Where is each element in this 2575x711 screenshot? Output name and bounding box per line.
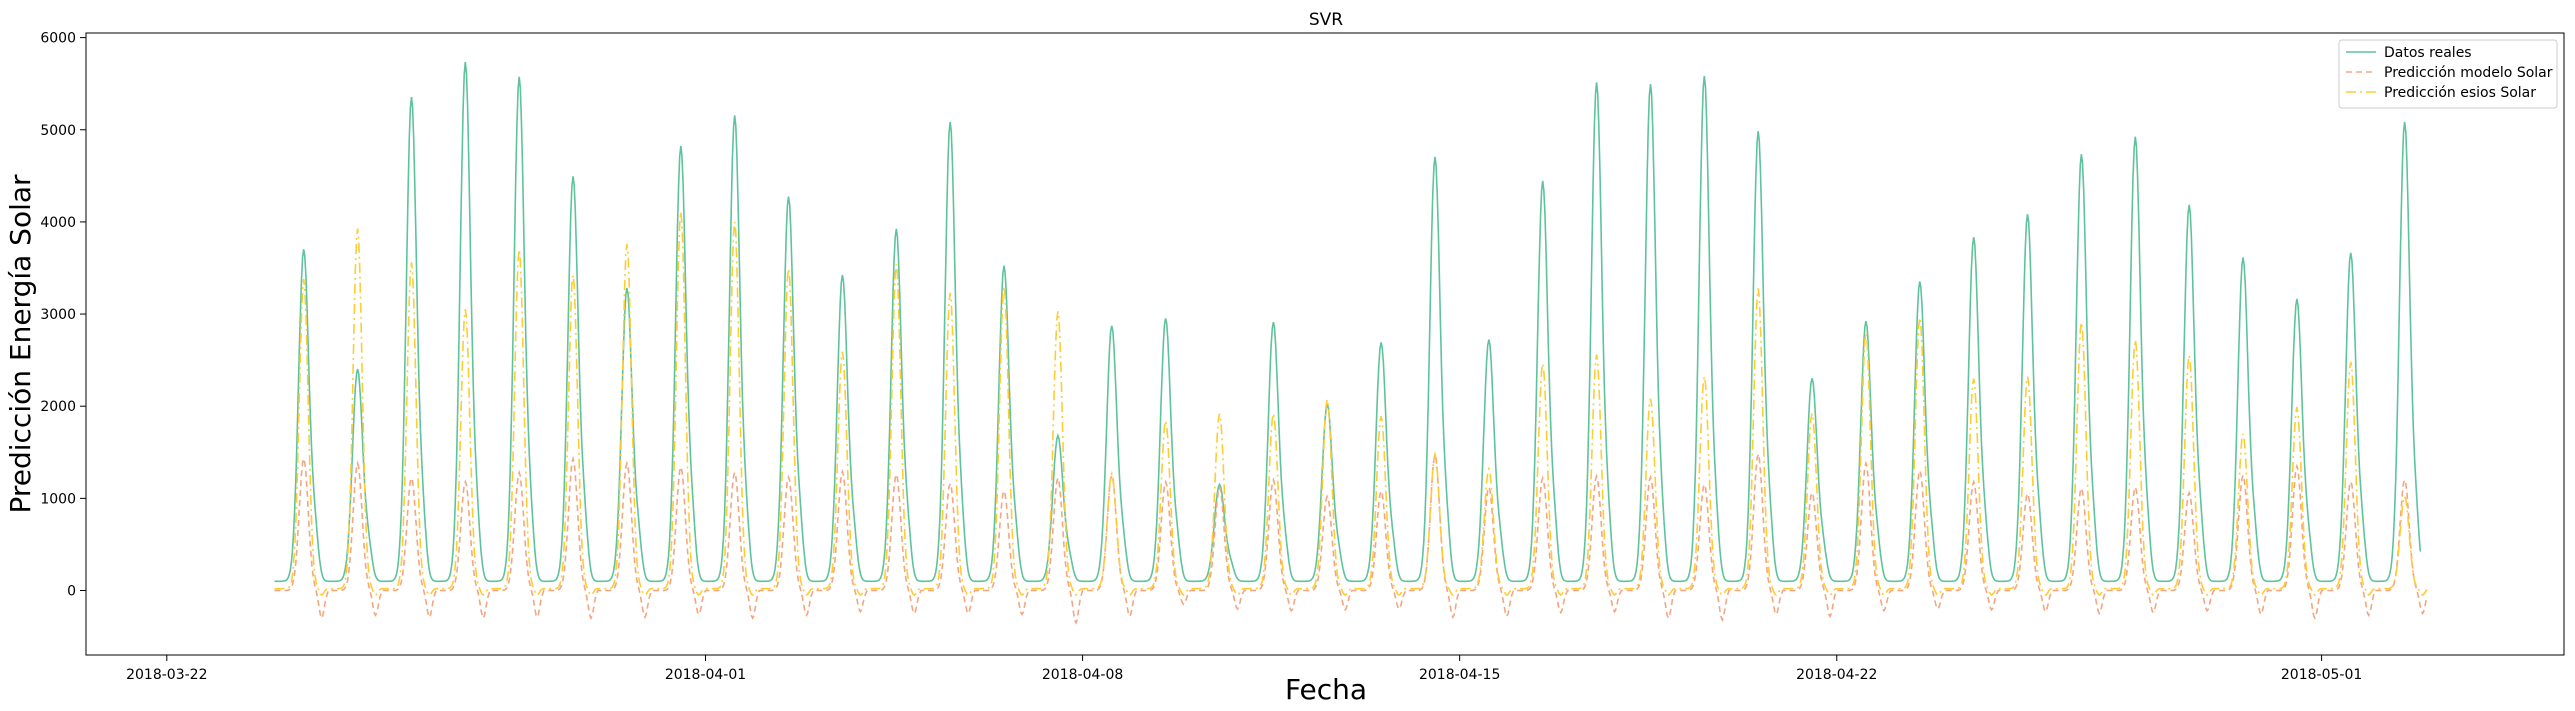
y-tick-label: 5000	[40, 123, 76, 139]
legend-label-2: Predicción modelo Solar	[2384, 65, 2553, 81]
series-line-3	[274, 211, 2428, 597]
legend: Datos reales Predicción modelo Solar Predi…	[2338, 39, 2558, 109]
chart-title: SVR	[1309, 10, 1343, 30]
x-axis: 2018-03-22 2018-04-01 2018-04-08 2018-04-15…	[126, 655, 2362, 683]
legend-label-1: Datos reales	[2384, 45, 2472, 61]
y-axis: 0 1000 2000 3000 4000 5000 6000	[40, 31, 86, 599]
y-tick-label: 3000	[40, 307, 76, 323]
series-layer	[274, 62, 2428, 625]
x-tick-label: 2018-04-01	[665, 667, 746, 683]
legend-box	[2338, 39, 2558, 109]
y-tick-label: 4000	[40, 215, 76, 231]
x-tick-label: 2018-04-08	[1042, 667, 1123, 683]
x-tick-label: 2018-05-01	[2281, 667, 2362, 683]
series-line-1	[274, 62, 2422, 583]
x-tick-label: 2018-04-22	[1796, 667, 1877, 683]
x-axis-label: Fecha	[1285, 673, 1367, 706]
y-tick-label: 0	[67, 583, 76, 599]
plot-frame	[85, 32, 2565, 656]
y-tick-label: 6000	[40, 31, 76, 47]
x-tick-label: 2018-03-22	[126, 667, 207, 683]
x-tick-label: 2018-04-15	[1419, 667, 1500, 683]
y-axis-label: Predicción Energía Solar	[4, 174, 37, 514]
plot-area	[274, 62, 2428, 625]
y-tick-label: 2000	[40, 399, 76, 415]
legend-label-3: Predicción esios Solar	[2384, 85, 2536, 101]
y-tick-label: 1000	[40, 491, 76, 507]
